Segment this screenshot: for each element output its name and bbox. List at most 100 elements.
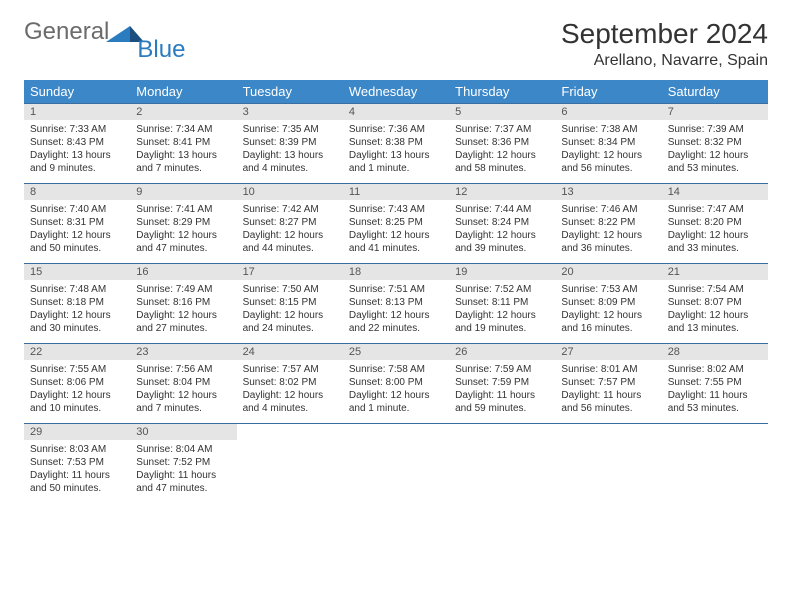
- day-sunrise: Sunrise: 7:59 AM: [455, 363, 549, 376]
- day-body: Sunrise: 7:47 AMSunset: 8:20 PMDaylight:…: [662, 200, 768, 263]
- month-title: September 2024: [561, 18, 768, 50]
- day-number: 30: [130, 424, 236, 440]
- calendar-day-cell: 27Sunrise: 8:01 AMSunset: 7:57 PMDayligh…: [555, 344, 661, 424]
- day-sunset: Sunset: 8:22 PM: [561, 216, 655, 229]
- day-number: 14: [662, 184, 768, 200]
- weekday-header: Tuesday: [237, 80, 343, 104]
- day-sunrise: Sunrise: 7:39 AM: [668, 123, 762, 136]
- day-body: Sunrise: 7:51 AMSunset: 8:13 PMDaylight:…: [343, 280, 449, 343]
- calendar-day-cell: 18Sunrise: 7:51 AMSunset: 8:13 PMDayligh…: [343, 264, 449, 344]
- day-daylight: Daylight: 12 hours and 53 minutes.: [668, 149, 762, 175]
- calendar-day-cell: 9Sunrise: 7:41 AMSunset: 8:29 PMDaylight…: [130, 184, 236, 264]
- day-number: 5: [449, 104, 555, 120]
- day-number: 27: [555, 344, 661, 360]
- day-sunset: Sunset: 7:55 PM: [668, 376, 762, 389]
- day-sunrise: Sunrise: 7:58 AM: [349, 363, 443, 376]
- day-number: 28: [662, 344, 768, 360]
- day-sunset: Sunset: 8:16 PM: [136, 296, 230, 309]
- day-sunset: Sunset: 8:29 PM: [136, 216, 230, 229]
- calendar-day-cell: 13Sunrise: 7:46 AMSunset: 8:22 PMDayligh…: [555, 184, 661, 264]
- day-sunset: Sunset: 8:25 PM: [349, 216, 443, 229]
- day-sunset: Sunset: 7:59 PM: [455, 376, 549, 389]
- day-sunset: Sunset: 8:24 PM: [455, 216, 549, 229]
- weekday-header: Friday: [555, 80, 661, 104]
- calendar-day-cell: 30Sunrise: 8:04 AMSunset: 7:52 PMDayligh…: [130, 424, 236, 504]
- calendar-week-row: 22Sunrise: 7:55 AMSunset: 8:06 PMDayligh…: [24, 344, 768, 424]
- day-sunset: Sunset: 8:04 PM: [136, 376, 230, 389]
- day-daylight: Daylight: 12 hours and 24 minutes.: [243, 309, 337, 335]
- weekday-header: Wednesday: [343, 80, 449, 104]
- day-body: Sunrise: 7:55 AMSunset: 8:06 PMDaylight:…: [24, 360, 130, 423]
- calendar-day-cell: 10Sunrise: 7:42 AMSunset: 8:27 PMDayligh…: [237, 184, 343, 264]
- day-sunrise: Sunrise: 7:57 AM: [243, 363, 337, 376]
- day-body: Sunrise: 7:58 AMSunset: 8:00 PMDaylight:…: [343, 360, 449, 423]
- day-sunset: Sunset: 8:43 PM: [30, 136, 124, 149]
- calendar-day-cell: 4Sunrise: 7:36 AMSunset: 8:38 PMDaylight…: [343, 104, 449, 184]
- day-body: Sunrise: 8:03 AMSunset: 7:53 PMDaylight:…: [24, 440, 130, 503]
- day-body: Sunrise: 7:49 AMSunset: 8:16 PMDaylight:…: [130, 280, 236, 343]
- day-number: 23: [130, 344, 236, 360]
- day-sunset: Sunset: 8:09 PM: [561, 296, 655, 309]
- day-daylight: Daylight: 13 hours and 1 minute.: [349, 149, 443, 175]
- day-number: 26: [449, 344, 555, 360]
- day-sunrise: Sunrise: 7:47 AM: [668, 203, 762, 216]
- day-number: 2: [130, 104, 236, 120]
- day-sunrise: Sunrise: 7:38 AM: [561, 123, 655, 136]
- calendar-week-row: 1Sunrise: 7:33 AMSunset: 8:43 PMDaylight…: [24, 104, 768, 184]
- day-number: 18: [343, 264, 449, 280]
- day-sunrise: Sunrise: 7:46 AM: [561, 203, 655, 216]
- day-sunset: Sunset: 8:39 PM: [243, 136, 337, 149]
- day-body: Sunrise: 7:56 AMSunset: 8:04 PMDaylight:…: [130, 360, 236, 423]
- day-number: 15: [24, 264, 130, 280]
- calendar-day-cell: 25Sunrise: 7:58 AMSunset: 8:00 PMDayligh…: [343, 344, 449, 424]
- day-sunrise: Sunrise: 7:53 AM: [561, 283, 655, 296]
- day-daylight: Daylight: 12 hours and 58 minutes.: [455, 149, 549, 175]
- day-number: 3: [237, 104, 343, 120]
- day-daylight: Daylight: 12 hours and 7 minutes.: [136, 389, 230, 415]
- calendar-day-cell: [555, 424, 661, 504]
- day-number: 17: [237, 264, 343, 280]
- calendar-day-cell: 28Sunrise: 8:02 AMSunset: 7:55 PMDayligh…: [662, 344, 768, 424]
- day-body: Sunrise: 7:33 AMSunset: 8:43 PMDaylight:…: [24, 120, 130, 183]
- calendar-day-cell: 12Sunrise: 7:44 AMSunset: 8:24 PMDayligh…: [449, 184, 555, 264]
- day-body: Sunrise: 7:40 AMSunset: 8:31 PMDaylight:…: [24, 200, 130, 263]
- calendar-day-cell: 14Sunrise: 7:47 AMSunset: 8:20 PMDayligh…: [662, 184, 768, 264]
- day-sunset: Sunset: 8:41 PM: [136, 136, 230, 149]
- day-sunrise: Sunrise: 7:51 AM: [349, 283, 443, 296]
- day-number: 13: [555, 184, 661, 200]
- logo-blue-text: Blue: [137, 36, 185, 64]
- calendar-week-row: 15Sunrise: 7:48 AMSunset: 8:18 PMDayligh…: [24, 264, 768, 344]
- day-sunrise: Sunrise: 7:44 AM: [455, 203, 549, 216]
- day-sunrise: Sunrise: 7:37 AM: [455, 123, 549, 136]
- calendar-day-cell: 20Sunrise: 7:53 AMSunset: 8:09 PMDayligh…: [555, 264, 661, 344]
- weekday-header-row: Sunday Monday Tuesday Wednesday Thursday…: [24, 80, 768, 104]
- calendar-day-cell: 8Sunrise: 7:40 AMSunset: 8:31 PMDaylight…: [24, 184, 130, 264]
- calendar-table: Sunday Monday Tuesday Wednesday Thursday…: [24, 80, 768, 503]
- day-body: Sunrise: 7:43 AMSunset: 8:25 PMDaylight:…: [343, 200, 449, 263]
- day-daylight: Daylight: 12 hours and 33 minutes.: [668, 229, 762, 255]
- day-number: 22: [24, 344, 130, 360]
- day-daylight: Daylight: 12 hours and 30 minutes.: [30, 309, 124, 335]
- day-daylight: Daylight: 13 hours and 4 minutes.: [243, 149, 337, 175]
- day-daylight: Daylight: 12 hours and 27 minutes.: [136, 309, 230, 335]
- calendar-day-cell: 3Sunrise: 7:35 AMSunset: 8:39 PMDaylight…: [237, 104, 343, 184]
- calendar-week-row: 29Sunrise: 8:03 AMSunset: 7:53 PMDayligh…: [24, 424, 768, 504]
- calendar-day-cell: 17Sunrise: 7:50 AMSunset: 8:15 PMDayligh…: [237, 264, 343, 344]
- day-sunset: Sunset: 8:07 PM: [668, 296, 762, 309]
- day-sunrise: Sunrise: 8:02 AM: [668, 363, 762, 376]
- day-sunrise: Sunrise: 8:01 AM: [561, 363, 655, 376]
- day-body: Sunrise: 7:42 AMSunset: 8:27 PMDaylight:…: [237, 200, 343, 263]
- day-daylight: Daylight: 12 hours and 16 minutes.: [561, 309, 655, 335]
- day-sunrise: Sunrise: 7:50 AM: [243, 283, 337, 296]
- day-number: 16: [130, 264, 236, 280]
- day-number: 7: [662, 104, 768, 120]
- day-body: Sunrise: 8:04 AMSunset: 7:52 PMDaylight:…: [130, 440, 236, 503]
- calendar-day-cell: 21Sunrise: 7:54 AMSunset: 8:07 PMDayligh…: [662, 264, 768, 344]
- day-sunset: Sunset: 7:57 PM: [561, 376, 655, 389]
- day-number: 8: [24, 184, 130, 200]
- day-sunset: Sunset: 8:20 PM: [668, 216, 762, 229]
- calendar-day-cell: [237, 424, 343, 504]
- location-text: Arellano, Navarre, Spain: [561, 52, 768, 70]
- day-sunrise: Sunrise: 7:55 AM: [30, 363, 124, 376]
- day-number: 10: [237, 184, 343, 200]
